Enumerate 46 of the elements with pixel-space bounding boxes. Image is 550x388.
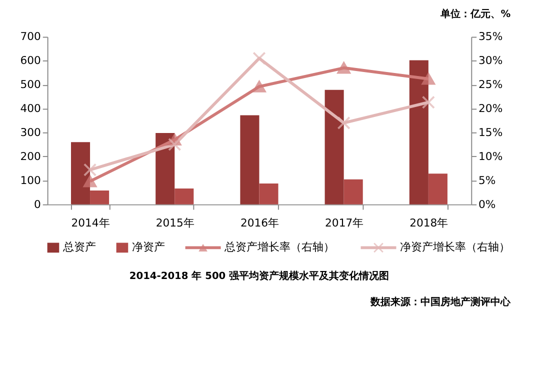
bar [174, 188, 194, 204]
point [422, 73, 436, 85]
y2-tick-label: 35% [478, 30, 503, 44]
bar [259, 184, 278, 204]
y2-tick-label: 25% [478, 78, 503, 92]
x-tick-label: 2015年 [156, 216, 194, 230]
bar [344, 179, 363, 204]
text: 单位：亿元、% [440, 8, 511, 20]
bar [71, 142, 90, 204]
y2-tick-label: 5% [478, 174, 496, 187]
point [168, 138, 182, 152]
bar [409, 60, 428, 204]
y2-tick-label: 15% [478, 126, 503, 139]
point [252, 52, 266, 65]
source-note: 数据来源：中国房地产测评中心 [370, 296, 512, 308]
point [337, 116, 350, 130]
y-tick-label: 300 [20, 126, 42, 139]
bar [240, 115, 260, 204]
bar [428, 174, 448, 204]
point [83, 175, 97, 188]
point [83, 163, 97, 176]
y-tick-label: 200 [20, 150, 42, 163]
y2-tick-label: 10% [478, 150, 503, 163]
x-tick-label: 2017年 [325, 216, 364, 230]
x-tick-label: 2016年 [240, 216, 280, 230]
y-tick-label: 500 [20, 78, 42, 92]
y2-tick-label: 20% [478, 102, 503, 116]
legend-label: 总资产增长率（右轴） [224, 240, 335, 254]
y-tick-label: 400 [20, 102, 42, 116]
bar [90, 190, 110, 204]
y-tick-label: 700 [20, 30, 42, 44]
legend-label: 净资产增长率（右轴） [400, 240, 510, 254]
y2-tick-label: 30% [478, 54, 503, 68]
y2-tick-label: 0% [478, 198, 496, 211]
y-tick-label: 0 [34, 198, 42, 211]
point [422, 96, 436, 109]
legend-label: 总资产 [62, 240, 96, 254]
point [252, 80, 266, 92]
text: 2014-2018 年 500 强平均资产规模水平及其变化情况图 [129, 270, 390, 282]
x-tick-label: 2018年 [410, 216, 448, 230]
y-tick-label: 600 [20, 54, 42, 68]
y-tick-label: 100 [20, 174, 42, 187]
point [337, 62, 350, 74]
bar [324, 90, 344, 204]
legend-label: 净资产 [132, 240, 166, 254]
x-tick-label: 2014年 [71, 216, 110, 230]
